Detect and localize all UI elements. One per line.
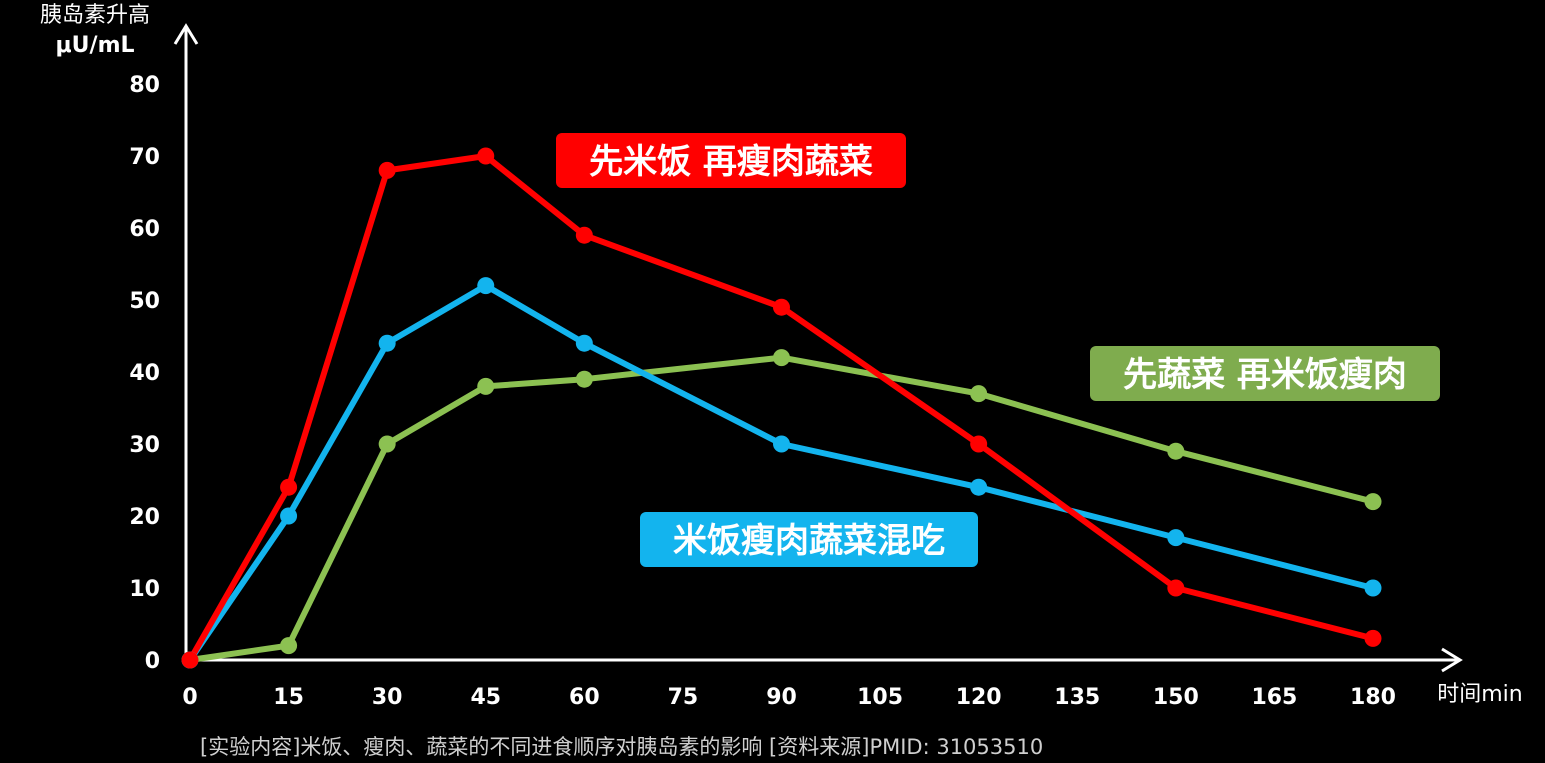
data-point-veg-first (378, 435, 396, 453)
data-point-mixed (773, 435, 790, 453)
y-tick-label: 80 (129, 73, 160, 98)
data-point-mixed (575, 334, 593, 352)
y-axis-arrow (173, 23, 199, 45)
series-label-mixed-text: 米饭瘦肉蔬菜混吃 (673, 521, 945, 561)
x-tick-label: 60 (569, 685, 600, 710)
data-point-mixed (1167, 529, 1185, 547)
x-tick-label: 120 (956, 685, 1002, 710)
x-tick-label: 90 (766, 685, 797, 710)
data-point-mixed (970, 478, 988, 496)
x-axis-title: 时间min (1437, 682, 1523, 707)
series-label-veg-first-text: 先蔬菜 再米饭瘦肉 (1123, 355, 1407, 395)
data-point-rice-first (773, 298, 790, 316)
data-point-mixed (280, 507, 298, 525)
data-point-rice-first (477, 147, 495, 165)
data-point-rice-first (1364, 629, 1382, 647)
series-points (181, 147, 1382, 669)
data-point-rice-first (378, 161, 396, 179)
y-tick-labels: 0 10 20 30 40 50 60 70 80 (129, 73, 160, 674)
data-point-mixed (1364, 579, 1382, 597)
y-axis-title: 胰岛素升高 (40, 3, 150, 28)
series-label-veg-first-box (1090, 346, 1440, 401)
x-axis-arrow (1441, 647, 1463, 673)
data-point-veg-first (773, 349, 790, 367)
data-point-veg-first (1167, 442, 1185, 460)
x-tick-label: 0 (182, 685, 197, 710)
x-tick-label: 45 (470, 685, 501, 710)
data-point-rice-first (970, 435, 988, 453)
y-tick-label: 20 (129, 505, 160, 530)
series-line-veg-first (187, 354, 1376, 663)
data-point-veg-first (575, 370, 593, 388)
y-tick-label: 70 (129, 145, 160, 170)
series-label-veg-first: 先蔬菜 再米饭瘦肉 (1090, 346, 1440, 401)
x-tick-label: 75 (668, 685, 699, 710)
x-tick-label: 30 (372, 685, 403, 710)
y-tick-label: 30 (129, 433, 160, 458)
data-point-veg-first (280, 637, 298, 655)
data-point-rice-first (1167, 579, 1185, 597)
series-line-mixed (187, 282, 1376, 663)
data-point-veg-first (970, 385, 988, 403)
data-point-rice-first (280, 478, 298, 496)
x-tick-label: 165 (1251, 685, 1297, 710)
x-tick-label: 150 (1153, 685, 1199, 710)
data-point-rice-first (575, 226, 593, 244)
y-tick-label: 50 (129, 289, 160, 314)
data-point-mixed (477, 277, 495, 295)
axes (173, 23, 1463, 673)
series-label-rice-first-text: 先米饭 再瘦肉蔬菜 (589, 142, 873, 182)
y-tick-label: 60 (129, 217, 160, 242)
x-tick-label: 135 (1054, 685, 1100, 710)
data-point-veg-first (477, 377, 495, 395)
x-tick-label: 15 (273, 685, 304, 710)
data-point-mixed (378, 334, 396, 352)
series-label-mixed-box (640, 512, 978, 567)
data-point-veg-first (1364, 493, 1382, 511)
data-point-rice-first (181, 651, 199, 669)
source-note: [实验内容]米饭、瘦肉、蔬菜的不同进食顺序对胰岛素的影响 [资料来源]PMID:… (200, 735, 1043, 759)
y-tick-label: 0 (145, 649, 160, 674)
x-tick-labels: 0 15 30 45 60 75 90 105 120 135 150 165 180 (182, 685, 1396, 710)
y-tick-label: 10 (129, 577, 160, 602)
series-line-rice-first (187, 153, 1376, 663)
series-label-rice-first: 先米饭 再瘦肉蔬菜 (556, 133, 906, 188)
x-tick-label: 105 (857, 685, 903, 710)
y-tick-label: 40 (129, 361, 160, 386)
series-label-mixed: 米饭瘦肉蔬菜混吃 (640, 512, 978, 567)
y-axis-unit: μU/mL (55, 33, 134, 58)
x-tick-label: 180 (1350, 685, 1396, 710)
series-lines (187, 153, 1376, 663)
series-label-rice-first-box (556, 133, 906, 188)
